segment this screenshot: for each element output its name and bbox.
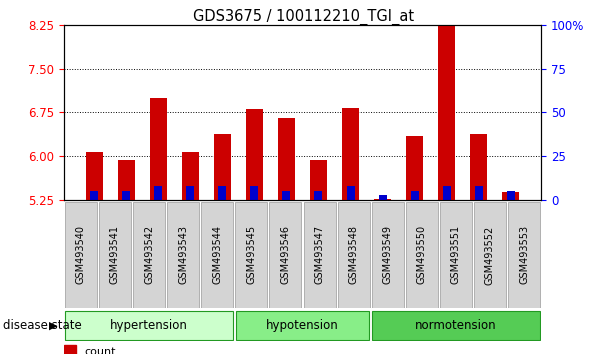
Text: GSM493542: GSM493542 <box>144 225 154 285</box>
FancyBboxPatch shape <box>65 311 233 339</box>
Bar <box>283 191 291 200</box>
Text: GSM493551: GSM493551 <box>451 225 461 285</box>
Bar <box>122 191 130 200</box>
FancyBboxPatch shape <box>235 202 268 308</box>
Text: normotension: normotension <box>415 319 497 332</box>
Text: GSM493545: GSM493545 <box>246 225 257 285</box>
Text: count: count <box>84 347 116 354</box>
FancyBboxPatch shape <box>372 311 540 339</box>
FancyBboxPatch shape <box>133 202 165 308</box>
Text: GSM493546: GSM493546 <box>280 225 291 284</box>
Text: GSM493548: GSM493548 <box>348 225 359 284</box>
Bar <box>470 134 488 200</box>
Bar <box>91 191 98 200</box>
Text: GSM493547: GSM493547 <box>314 225 325 285</box>
FancyBboxPatch shape <box>303 202 336 308</box>
Bar <box>475 186 483 200</box>
Text: GSM493540: GSM493540 <box>76 225 86 284</box>
Bar <box>502 193 519 200</box>
Bar <box>506 191 514 200</box>
Bar <box>187 186 195 200</box>
Bar <box>250 186 258 200</box>
FancyBboxPatch shape <box>440 202 472 308</box>
Bar <box>213 134 231 200</box>
Bar <box>64 346 75 354</box>
Bar <box>117 160 135 200</box>
Bar <box>374 199 392 200</box>
Text: hypotension: hypotension <box>266 319 339 332</box>
Text: GSM493552: GSM493552 <box>485 225 495 285</box>
Text: GSM493541: GSM493541 <box>110 225 120 284</box>
FancyBboxPatch shape <box>337 202 370 308</box>
FancyBboxPatch shape <box>269 202 302 308</box>
Text: GSM493543: GSM493543 <box>178 225 188 284</box>
Text: GSM493553: GSM493553 <box>519 225 529 285</box>
Bar <box>86 152 103 200</box>
FancyBboxPatch shape <box>65 202 97 308</box>
Bar <box>342 108 359 200</box>
Text: GDS3675 / 100112210_TGI_at: GDS3675 / 100112210_TGI_at <box>193 9 415 25</box>
Text: disease state: disease state <box>3 319 82 332</box>
Text: GSM493550: GSM493550 <box>417 225 427 285</box>
Bar <box>406 136 423 200</box>
FancyBboxPatch shape <box>474 202 506 308</box>
Text: hypertension: hypertension <box>110 319 188 332</box>
Bar <box>278 118 295 200</box>
Text: GSM493549: GSM493549 <box>382 225 393 284</box>
Text: GSM493544: GSM493544 <box>212 225 223 284</box>
Bar <box>246 109 263 200</box>
Bar <box>347 186 354 200</box>
FancyBboxPatch shape <box>406 202 438 308</box>
Bar <box>218 186 226 200</box>
FancyBboxPatch shape <box>371 202 404 308</box>
Bar <box>379 195 387 200</box>
Bar <box>154 186 162 200</box>
Text: ▶: ▶ <box>49 320 58 330</box>
Bar <box>182 152 199 200</box>
FancyBboxPatch shape <box>167 202 199 308</box>
Bar <box>314 191 322 200</box>
Bar <box>309 160 327 200</box>
Bar <box>150 98 167 200</box>
FancyBboxPatch shape <box>236 311 369 339</box>
FancyBboxPatch shape <box>201 202 233 308</box>
FancyBboxPatch shape <box>99 202 131 308</box>
Bar <box>410 191 418 200</box>
FancyBboxPatch shape <box>508 202 540 308</box>
Bar <box>443 186 451 200</box>
Bar <box>438 17 455 200</box>
